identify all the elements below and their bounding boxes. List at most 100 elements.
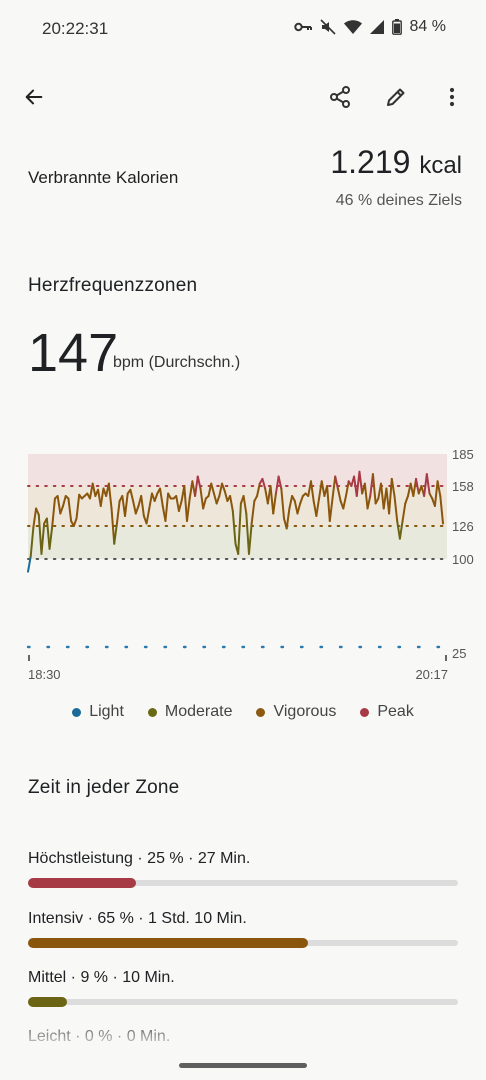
- hr-line-segment: [27, 555, 32, 573]
- hr-line-segment: [194, 475, 199, 497]
- hr-line-segment: [242, 495, 248, 515]
- hr-line-segment: [223, 490, 229, 502]
- hr-line-segment: [145, 507, 151, 525]
- hr-line-segment: [296, 502, 302, 515]
- hr-line-segment: [261, 477, 267, 490]
- hr-line-segment: [415, 477, 420, 495]
- hr-line-segment: [185, 497, 191, 522]
- hr-line-segment: [99, 487, 105, 507]
- y-tick-label: 25: [452, 646, 466, 661]
- pencil-icon: [387, 88, 405, 106]
- mute-icon: [319, 19, 336, 35]
- edit-button[interactable]: [376, 77, 416, 117]
- hr-line-segment: [398, 520, 404, 540]
- hr-line-segment: [328, 497, 334, 522]
- hr-line-segment: [331, 475, 337, 500]
- hr-zones-title: Herzfrequenzzonen: [28, 275, 198, 296]
- hr-line-segment: [199, 487, 205, 510]
- hr-line-segment: [393, 495, 399, 522]
- x-start-label: 18:30: [28, 667, 61, 682]
- more-vert-icon: [449, 87, 455, 107]
- y-tick-label: 185: [452, 447, 474, 462]
- hr-line-segment: [439, 495, 444, 525]
- hr-line-segment: [363, 482, 369, 510]
- hr-line-segment: [280, 487, 286, 520]
- signal-icon: [369, 20, 384, 34]
- zone-row: Intensiv · 65 % · 1 Std. 10 Min.: [28, 910, 458, 948]
- more-options-button[interactable]: [432, 77, 472, 117]
- bottom-fade: [0, 1022, 486, 1080]
- hr-line-segment: [48, 525, 54, 550]
- hr-line-segment: [344, 480, 350, 497]
- hr-line-segment: [113, 522, 118, 545]
- hr-line-segment: [72, 517, 78, 527]
- legend-item-peak: Peak: [360, 703, 414, 721]
- hr-line-segment: [56, 495, 62, 515]
- hr-line-segment: [215, 495, 221, 505]
- legend-label: Peak: [377, 703, 414, 720]
- hr-line-segment: [37, 513, 43, 555]
- share-button[interactable]: [320, 77, 360, 117]
- hr-line-segment: [277, 475, 283, 490]
- hr-line-segment: [221, 482, 226, 492]
- hr-line-segment: [153, 492, 159, 502]
- legend-dot: [72, 707, 82, 717]
- legend-dot: [147, 707, 157, 717]
- back-button[interactable]: [14, 77, 54, 117]
- zone-label: Mittel · 9 % · 10 Min.: [28, 969, 175, 986]
- zone-band-peak: [28, 454, 447, 486]
- hr-line-segment: [436, 480, 442, 497]
- zone-label: Höchstleistung · 25 % · 27 Min.: [28, 850, 251, 867]
- hr-line-segment: [210, 482, 215, 495]
- hr-line-segment: [237, 502, 242, 555]
- hr-line-segment: [115, 500, 121, 525]
- calories-goal: 46 % deines Ziels: [335, 192, 462, 209]
- hr-line-segment: [336, 487, 342, 502]
- legend-item-vigorous: Vigorous: [256, 703, 336, 721]
- hr-average-unit: bpm (Durchschn.): [113, 354, 241, 371]
- legend-dot: [256, 707, 266, 717]
- zone-bar-track: [28, 938, 458, 948]
- hr-line-segment: [45, 517, 51, 550]
- status-bar: 20:22:31 84 %: [0, 0, 486, 60]
- hr-line-segment: [196, 475, 202, 490]
- status-icons: 84 %: [293, 18, 446, 36]
- hr-line-segment: [401, 502, 407, 522]
- hr-line-segment: [32, 507, 38, 529]
- hr-line-segment: [91, 482, 97, 497]
- battery-icon: [391, 19, 402, 35]
- hr-line-segment: [202, 497, 207, 510]
- hr-line-segment: [129, 488, 135, 502]
- hr-line-segment: [229, 495, 234, 512]
- y-tick-label: 158: [452, 479, 474, 494]
- x-end-label: 20:17: [415, 667, 448, 682]
- hr-line-segment: [247, 522, 253, 555]
- hr-line-segment: [124, 492, 129, 517]
- legend-item-moderate: Moderate: [147, 703, 232, 721]
- calories-value: 1.219 kcal: [330, 144, 462, 181]
- gesture-nav-handle[interactable]: [179, 1063, 307, 1068]
- hr-line-segment: [110, 507, 116, 545]
- chart-legend: Light Moderate Vigorous Peak: [0, 703, 486, 721]
- hr-line-segment: [62, 495, 67, 507]
- hr-line-segment: [245, 512, 250, 555]
- hr-line-segment: [164, 492, 170, 522]
- time-in-zone-title: Zeit in jeder Zone: [28, 777, 180, 798]
- wifi-icon: [343, 20, 362, 34]
- hr-line-segment: [272, 492, 277, 515]
- hr-line-segment: [366, 495, 372, 510]
- hr-line-segment: [358, 470, 364, 495]
- arrow-left-icon: [25, 89, 43, 105]
- hr-line-segment: [334, 475, 339, 490]
- legend-item-light: Light: [72, 703, 124, 721]
- hr-line-segment: [315, 497, 321, 517]
- key-icon: [293, 21, 312, 33]
- zone-bar-track: [28, 997, 458, 1007]
- calories-number: 1.219: [330, 144, 411, 180]
- hr-line-segment: [29, 526, 35, 558]
- hr-line-segment: [218, 482, 224, 497]
- hr-line-segment: [35, 507, 40, 516]
- hr-line-segment: [404, 495, 409, 505]
- zone-bar-fill: [28, 938, 308, 948]
- legend-label: Vigorous: [273, 703, 337, 720]
